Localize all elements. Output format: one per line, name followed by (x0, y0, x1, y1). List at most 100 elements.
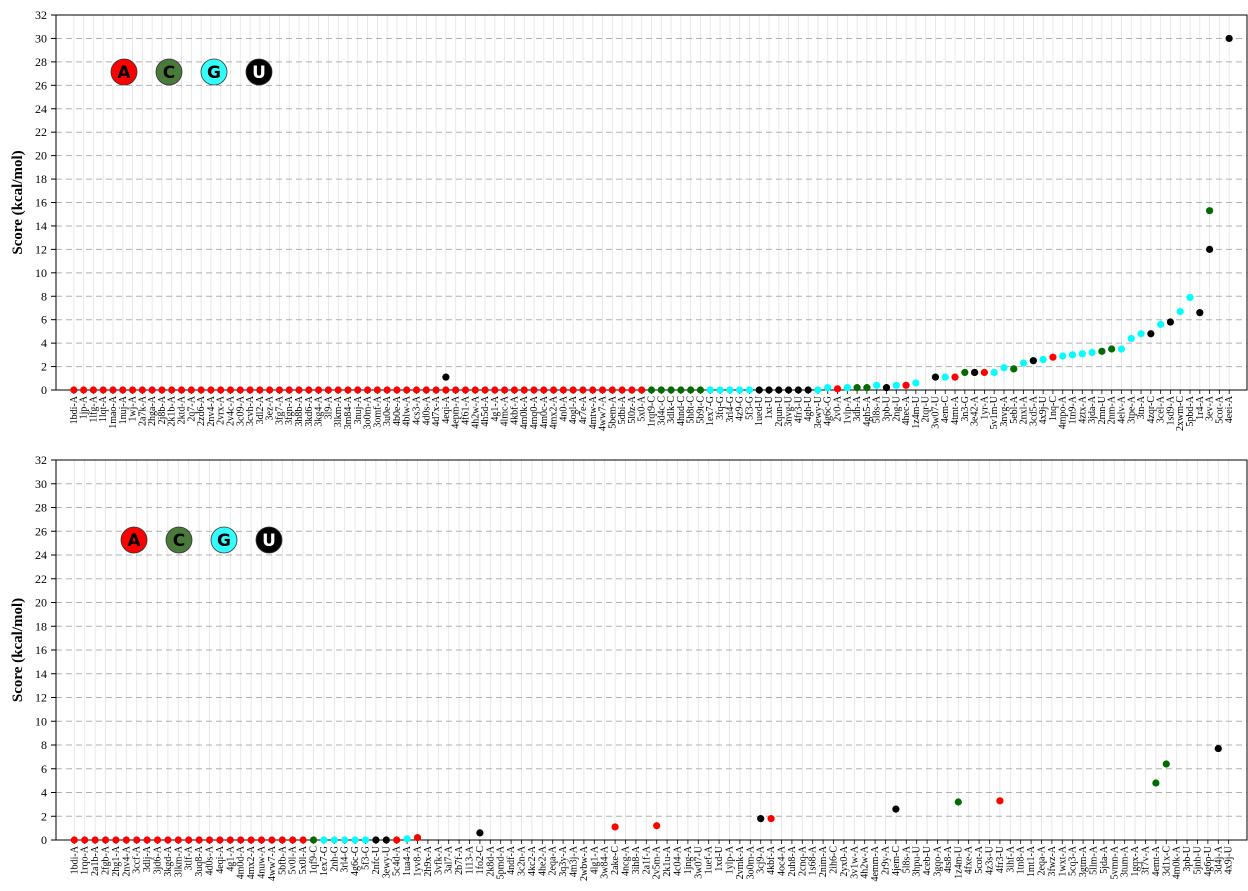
x-tick-label: 2nxl-A (1019, 395, 1030, 424)
x-tick-label: 4mx2-A (246, 845, 257, 879)
x-tick-label: 3h8b-A (294, 395, 305, 426)
data-point-U (1205, 245, 1214, 253)
x-tick-label: 3tpe-A (1126, 395, 1137, 424)
data-point-U (775, 386, 783, 394)
data-point-G (341, 836, 349, 844)
data-point-U (1214, 744, 1222, 753)
data-point-C (1205, 207, 1214, 215)
x-tick-label: 1ex7-G (705, 396, 716, 426)
data-point-U (971, 368, 979, 377)
x-tick-label: 4hec-A (901, 395, 912, 425)
x-tick-label: 2eqa-A (548, 845, 559, 875)
data-point-A (168, 386, 176, 394)
data-point-A (520, 386, 528, 394)
data-point-A (393, 386, 401, 394)
x-tick-label: 5x0l-A (298, 845, 309, 874)
data-point-G (1157, 320, 1165, 328)
data-point-A (422, 386, 430, 394)
x-tick-label: 4m3j-A (569, 845, 580, 877)
data-point-G (716, 386, 724, 394)
x-tick-label: 4g6p-U (1203, 845, 1214, 876)
y-tick-label: 2 (41, 809, 47, 823)
x-tick-label: 4nuw-A (257, 845, 268, 879)
data-point-U (476, 829, 484, 837)
x-tick-label: 5f3-G (744, 396, 755, 420)
data-point-A (501, 386, 509, 394)
x-tick-label: 3d4c-C (656, 396, 667, 426)
data-point-A (295, 386, 303, 394)
x-tick-label: 5ebl-A (1009, 395, 1020, 424)
x-tick-label: 4d0s-A (205, 845, 216, 875)
x-tick-label: 1lqt-A (98, 395, 109, 422)
data-point-A (164, 836, 172, 844)
x-tick-label: 2r9y-A (880, 845, 891, 875)
data-point-A (285, 386, 293, 394)
y-tick-label: 16 (35, 196, 47, 210)
x-tick-label: 3ih8-A (631, 845, 642, 874)
x-tick-label: 4gh-U (803, 395, 814, 421)
y-tick-label: 4 (41, 336, 47, 350)
x-tick-label: 5c4d-A (392, 845, 403, 876)
data-point-U (382, 836, 390, 844)
data-point-A (70, 836, 78, 844)
x-tick-label: 3cel-A (1156, 395, 1167, 423)
x-tick-label: 3nuj-A (353, 395, 364, 424)
data-point-A (315, 386, 323, 394)
legend-marker-G (210, 526, 238, 554)
legend-label-A: A (127, 531, 141, 551)
x-tick-label: 5pmd-A (496, 845, 507, 879)
data-point-C (657, 386, 665, 394)
data-point-A (148, 386, 156, 394)
x-tick-label: 5v0l-A (288, 845, 299, 874)
data-point-U (882, 384, 891, 392)
x-tick-label: 1lfg-A (88, 395, 99, 422)
data-point-U (765, 386, 773, 394)
data-point-A (256, 386, 264, 394)
x-tick-label: 4ww7-A (598, 395, 609, 431)
x-tick-label: 1z4m-U (911, 395, 922, 429)
x-tick-label: 3v1w-A (849, 845, 860, 879)
x-tick-label: 5v1m-U (989, 395, 1000, 429)
data-point-A (530, 386, 538, 394)
legend-label-G: G (217, 531, 231, 551)
y-tick-label: 8 (41, 289, 47, 303)
x-tick-label: 4ts8-A (943, 845, 954, 873)
x-tick-label: 4x9j-U (1038, 395, 1049, 424)
data-point-A (158, 386, 166, 394)
data-point-A (628, 386, 636, 394)
data-point-G (1039, 355, 1047, 364)
x-tick-label: 4r7e-A (578, 395, 589, 424)
x-tick-label: 4mtw-A (588, 395, 599, 429)
x-tick-label: 3fg7-A (274, 395, 285, 425)
data-point-A (185, 836, 193, 844)
data-point-C (1108, 345, 1116, 353)
y-tick-label: 16 (35, 643, 47, 657)
data-point-A (187, 386, 195, 394)
data-point-A (266, 386, 274, 394)
data-point-A (119, 386, 127, 394)
data-point-A (275, 386, 284, 394)
x-tick-label: 4x9j-U (1224, 845, 1235, 874)
x-tick-label: 1r4-A (1195, 395, 1206, 420)
data-point-C (647, 386, 656, 394)
x-tick-label: 3jd6-A (153, 845, 164, 874)
y-tick-label: 12 (35, 242, 47, 256)
data-point-A (177, 386, 186, 394)
y-tick-label: 32 (35, 453, 47, 467)
y-axis-label: Score (kcal/mol) (10, 150, 26, 254)
x-tick-label: 3ihf-A (1005, 845, 1016, 872)
x-tick-label: 3w84-A (600, 845, 611, 879)
data-point-G (1019, 359, 1028, 367)
y-tick-label: 12 (35, 691, 47, 705)
x-tick-label: 2vrx-A (216, 395, 227, 425)
x-tick-label: 2nh-G (329, 846, 340, 872)
data-point-A (403, 386, 411, 394)
x-tick-label: 2qun-U (774, 395, 785, 426)
x-tick-label: 3kd6-A (304, 395, 315, 426)
legend-marker-U (245, 58, 273, 86)
data-point-G (1176, 307, 1184, 316)
data-point-A (122, 836, 130, 844)
x-tick-label: 3al7-A (444, 845, 455, 874)
y-tick-label: 26 (35, 78, 47, 92)
